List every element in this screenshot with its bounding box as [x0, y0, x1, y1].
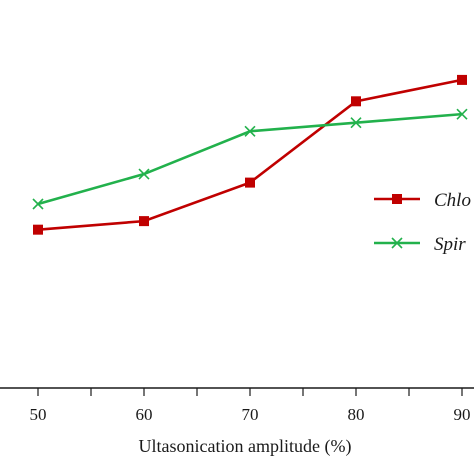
legend-label: Chlo: [434, 190, 471, 211]
data-point: [351, 96, 361, 107]
legend-item-1: Spir: [374, 234, 466, 255]
legend: Chlo Spir: [374, 190, 471, 255]
x-tick-label: 90: [454, 405, 471, 424]
data-point: [244, 125, 256, 137]
x-tick-label: 60: [136, 405, 153, 424]
data-point: [456, 108, 468, 120]
data-point: [350, 117, 362, 129]
axes: 50 60 70 80 90: [0, 387, 474, 424]
series-line: [37, 112, 463, 206]
legend-marker: [392, 194, 402, 204]
data-point: [245, 177, 255, 188]
x-axis-label: Ultasonication amplitude (%): [139, 436, 352, 457]
legend-item-0: Chlo: [374, 190, 471, 211]
x-tick-label: 80: [348, 405, 365, 424]
x-tick-label: 70: [242, 405, 259, 424]
data-point: [139, 216, 149, 227]
series-0: [33, 74, 467, 235]
series-line: [37, 78, 463, 231]
x-tick-label: 50: [30, 405, 47, 424]
data-point: [138, 168, 150, 180]
data-point: [33, 224, 43, 235]
legend-label: Spir: [434, 234, 466, 255]
data-point: [457, 74, 467, 85]
series-1: [32, 108, 468, 210]
series-layer: [32, 74, 468, 235]
data-point: [32, 198, 44, 210]
